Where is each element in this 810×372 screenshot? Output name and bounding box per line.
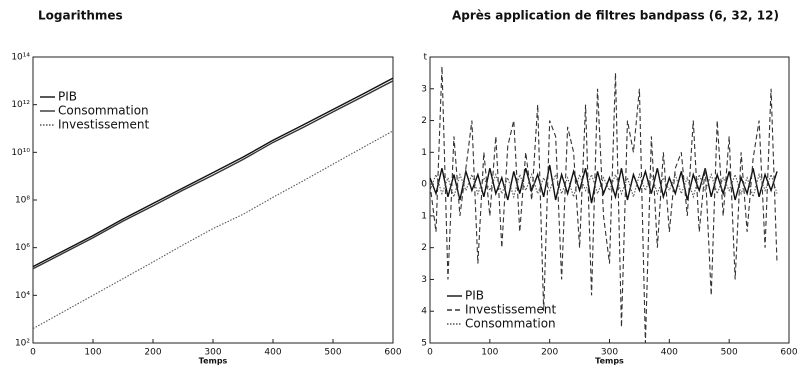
series-line bbox=[429, 66, 778, 344]
chart-title: Après application de filtres bandpass (6… bbox=[452, 9, 779, 23]
y-tick-label: 3 bbox=[421, 275, 427, 285]
x-tick-label: 300 bbox=[601, 348, 618, 358]
y-tick-label: 1 bbox=[421, 211, 427, 221]
x-tick-label: 100 bbox=[481, 348, 498, 358]
y-tick-label: 5 bbox=[421, 339, 427, 349]
chart-title: Logarithmes bbox=[38, 9, 123, 23]
legend-label: Investissement bbox=[465, 303, 556, 317]
legend-label: PIB bbox=[58, 90, 77, 104]
x-tick-label: 500 bbox=[324, 348, 341, 358]
y-tick-label: 2 bbox=[421, 243, 427, 253]
y-tick-label: 10¹² bbox=[11, 100, 30, 110]
series-line bbox=[32, 77, 394, 268]
x-tick-label: 600 bbox=[780, 348, 797, 358]
y-tick-label: 10⁴ bbox=[15, 291, 30, 301]
y-tick-label: 10⁶ bbox=[15, 243, 30, 253]
x-tick-label: 200 bbox=[144, 348, 161, 358]
x-tick-label: 0 bbox=[427, 348, 433, 358]
x-tick-label: 600 bbox=[384, 348, 401, 358]
x-axis-label: Temps bbox=[595, 357, 624, 366]
x-tick-label: 400 bbox=[661, 348, 678, 358]
y-tick-label: t bbox=[423, 53, 427, 63]
series-line bbox=[32, 130, 394, 330]
plot-frame bbox=[32, 56, 394, 344]
x-axis-label: Temps bbox=[199, 357, 228, 366]
series-line bbox=[429, 164, 778, 204]
x-tick-label: 0 bbox=[30, 348, 36, 358]
y-tick-label: 2 bbox=[421, 116, 427, 126]
legend-label: PIB bbox=[465, 289, 484, 303]
y-tick-label: 3 bbox=[421, 84, 427, 94]
x-tick-label: 300 bbox=[204, 348, 221, 358]
x-tick-label: 100 bbox=[84, 348, 101, 358]
series-line bbox=[429, 172, 778, 199]
y-tick-label: 10² bbox=[15, 339, 30, 349]
series-line bbox=[32, 80, 394, 270]
y-tick-label: 10⁸ bbox=[15, 196, 30, 206]
legend-label: Consommation bbox=[465, 317, 556, 331]
y-tick-label: 10¹⁴ bbox=[11, 53, 30, 63]
x-tick-label: 500 bbox=[721, 348, 738, 358]
x-tick-label: 400 bbox=[264, 348, 281, 358]
x-tick-label: 200 bbox=[541, 348, 558, 358]
y-tick-label: 1 bbox=[421, 148, 427, 158]
legend-label: Consommation bbox=[58, 104, 149, 118]
y-tick-label: 10¹⁰ bbox=[11, 148, 30, 158]
y-tick-label: 4 bbox=[421, 307, 427, 317]
y-tick-label: 0 bbox=[421, 180, 427, 190]
legend-label: Investissement bbox=[58, 118, 149, 132]
